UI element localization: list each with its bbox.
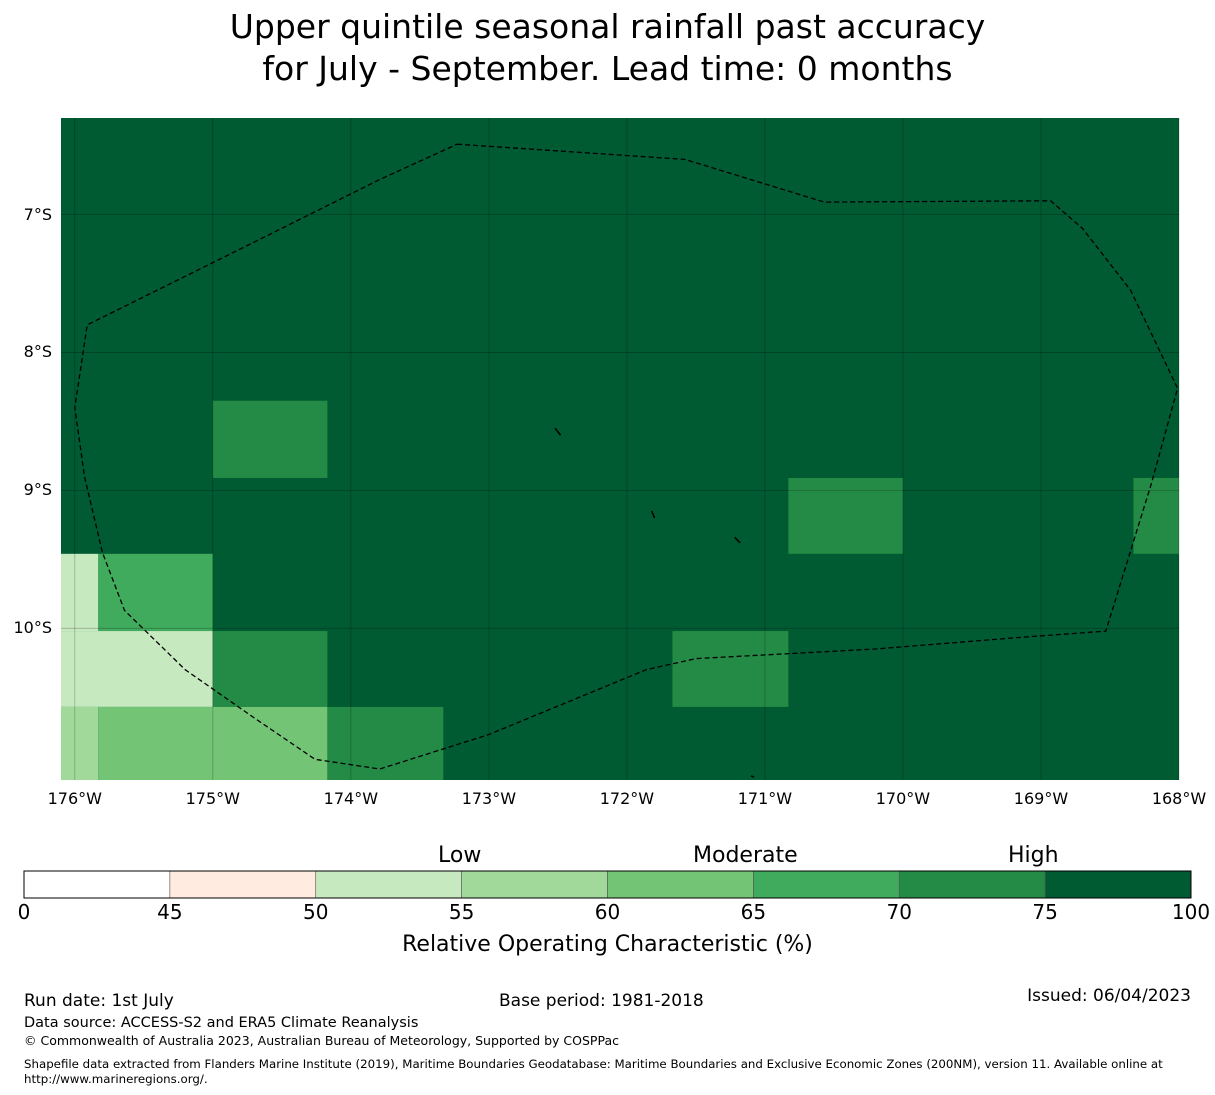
longitude-label: 170°W (875, 789, 931, 808)
grid-cell (98, 706, 328, 780)
grid-cell (327, 706, 444, 780)
colorbar-segment (1044, 870, 1192, 899)
latitude-label: 10°S (13, 618, 52, 638)
colorbar-tick-label: 70 (886, 900, 912, 924)
colorbar-segment (169, 870, 317, 899)
colorbar-label-high: High (1008, 843, 1059, 868)
shapefile-credit-line-1: Shapefile data extracted from Flanders M… (24, 1057, 1163, 1071)
title-line-2: for July - September. Lead time: 0 month… (262, 49, 953, 88)
grid-cell (61, 553, 99, 632)
chart-title: Upper quintile seasonal rainfall past ac… (0, 6, 1215, 90)
run-date: Run date: 1st July (24, 991, 174, 1011)
island-outline (734, 536, 741, 544)
longitude-label: 172°W (599, 789, 655, 808)
colorbar-segment (898, 870, 1046, 899)
longitude-label: 171°W (737, 789, 793, 808)
colorbar-tick-label: 55 (448, 900, 475, 924)
rainfall-accuracy-map (61, 118, 1180, 780)
colorbar-tick-label: 60 (594, 900, 621, 924)
colorbar-tick-label: 50 (303, 900, 329, 924)
grid-cell (1133, 477, 1179, 554)
colorbar-tick-label: 0 (17, 900, 31, 924)
colorbar-segment (753, 870, 900, 899)
shapefile-credit-line-2: http://www.marineregions.org/. (24, 1072, 208, 1086)
longitude-label: 169°W (1013, 789, 1069, 808)
grid-cell (672, 631, 789, 707)
colorbar-tick-label: 45 (157, 900, 183, 924)
data-source: Data source: ACCESS-S2 and ERA5 Climate … (24, 1015, 419, 1031)
longitude-label: 173°W (461, 789, 517, 808)
colorbar-tick-label: 100 (1171, 900, 1211, 924)
colorbar-frame (23, 870, 1192, 899)
base-period: Base period: 1981-2018 (499, 991, 704, 1011)
colorbar-label-low: Low (438, 843, 482, 868)
grid-cell (788, 477, 903, 554)
issued-date: Issued: 06/04/2023 (1027, 986, 1191, 1006)
latitude-label: 8°S (23, 342, 52, 362)
island-outline (554, 427, 562, 436)
grid-cell (61, 706, 99, 780)
colorbar-segment (607, 870, 754, 899)
colorbar-segment (461, 870, 608, 899)
island-outline (750, 775, 755, 778)
grid-cell (98, 553, 213, 632)
colorbar-segment (23, 870, 171, 899)
grid-cell (212, 400, 328, 478)
longitude-label: 168°W (1151, 789, 1207, 808)
longitude-label: 175°W (185, 789, 240, 808)
copyright: © Commonwealth of Australia 2023, Austra… (24, 1033, 619, 1048)
grid-cell (212, 631, 328, 707)
colorbar-tick-label: 75 (1032, 900, 1058, 924)
colorbar (23, 870, 1192, 899)
colorbar-tick-label: 65 (740, 900, 767, 924)
longitude-label: 174°W (323, 789, 379, 808)
longitude-label: 176°W (47, 789, 102, 808)
colorbar-segment (315, 870, 462, 899)
colorbar-label-moderate: Moderate (693, 843, 798, 868)
grid-cell (61, 631, 213, 707)
colorbar-title: Relative Operating Characteristic (%) (402, 932, 813, 957)
island-outline (650, 510, 656, 519)
latitude-label: 9°S (23, 480, 52, 500)
latitude-label: 7°S (23, 204, 52, 224)
title-line-1: Upper quintile seasonal rainfall past ac… (229, 7, 986, 46)
